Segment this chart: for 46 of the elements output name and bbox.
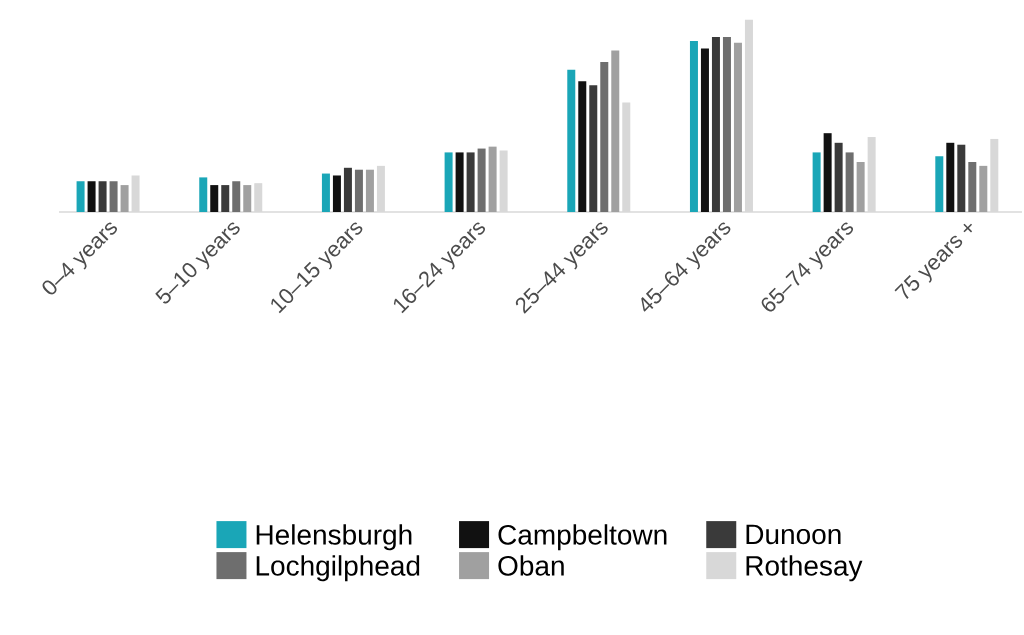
- bar: [968, 162, 977, 212]
- bar: [343, 167, 352, 212]
- bar: [76, 181, 85, 212]
- bar: [199, 177, 208, 212]
- bar: [321, 173, 330, 212]
- bar: [365, 169, 374, 212]
- bar: [120, 185, 129, 212]
- bar: [477, 148, 486, 212]
- bar: [733, 42, 742, 212]
- bar: [946, 142, 955, 212]
- bar: [243, 185, 252, 212]
- bar: [611, 50, 620, 212]
- bar: [689, 40, 698, 212]
- legend-label: Dunoon: [746, 524, 841, 545]
- bar: [856, 162, 865, 212]
- bar: [332, 175, 341, 212]
- bar: [722, 37, 731, 212]
- bar: [957, 144, 966, 212]
- bar: [589, 85, 598, 212]
- bar: [567, 69, 576, 212]
- bar: [455, 152, 464, 212]
- bar: [711, 37, 720, 212]
- legend-label: Rothesay: [746, 555, 863, 582]
- bar: [935, 156, 944, 212]
- bar: [578, 81, 587, 212]
- legend-label: Campbeltown: [498, 524, 667, 551]
- bar: [98, 181, 107, 212]
- bar: [354, 169, 363, 212]
- bar: [232, 181, 241, 212]
- bar: [444, 152, 453, 212]
- bar: [834, 142, 843, 212]
- bar: [221, 185, 230, 212]
- legend-label: Oban: [498, 555, 564, 576]
- bar: [488, 146, 497, 212]
- bar: [466, 152, 475, 212]
- legend-label: Helensburgh: [256, 524, 412, 551]
- bar: [812, 152, 821, 212]
- bar: [700, 48, 709, 212]
- bar: [210, 185, 219, 212]
- bar: [845, 152, 854, 212]
- legend-label: Lochgilphead: [256, 555, 420, 582]
- bar: [600, 62, 609, 212]
- bar: [109, 181, 118, 212]
- bar: [823, 133, 832, 212]
- bar: [979, 165, 988, 212]
- bar: [87, 181, 96, 212]
